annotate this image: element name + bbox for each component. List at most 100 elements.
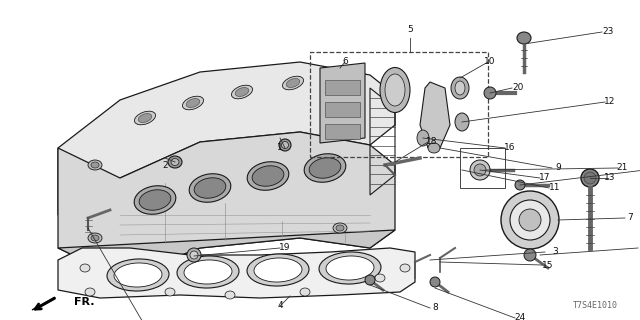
Text: 20: 20 [512,84,524,92]
Ellipse shape [524,249,536,261]
Text: 17: 17 [540,173,551,182]
Ellipse shape [80,264,90,272]
Ellipse shape [138,114,152,123]
Ellipse shape [385,74,405,106]
Ellipse shape [470,160,490,180]
Ellipse shape [182,96,204,110]
Ellipse shape [300,288,310,296]
Ellipse shape [333,223,347,233]
Text: FR.: FR. [74,297,95,307]
Text: 1: 1 [277,143,283,153]
Text: 15: 15 [542,260,554,269]
Ellipse shape [225,291,235,299]
Ellipse shape [114,263,162,287]
Ellipse shape [519,209,541,231]
Ellipse shape [484,87,496,99]
Ellipse shape [190,251,198,259]
Text: 16: 16 [504,143,516,153]
Polygon shape [320,63,365,143]
Bar [325,102,360,117]
Text: 6: 6 [342,58,348,67]
Ellipse shape [455,113,469,131]
Ellipse shape [581,169,599,187]
Text: 23: 23 [602,28,614,36]
Text: 5: 5 [407,26,413,35]
Ellipse shape [309,158,341,178]
Ellipse shape [91,162,99,168]
Ellipse shape [177,256,239,288]
Ellipse shape [336,132,344,138]
Ellipse shape [319,252,381,284]
Ellipse shape [336,225,344,231]
Text: 8: 8 [432,303,438,313]
Ellipse shape [282,76,303,90]
Ellipse shape [501,191,559,249]
Ellipse shape [365,275,375,285]
Ellipse shape [134,111,156,125]
Ellipse shape [134,186,176,214]
Ellipse shape [85,288,95,296]
Ellipse shape [286,78,300,87]
Ellipse shape [91,235,99,241]
Ellipse shape [480,165,490,175]
Text: 7: 7 [627,213,633,222]
Ellipse shape [375,274,385,282]
Ellipse shape [236,88,249,96]
Ellipse shape [184,260,232,284]
Ellipse shape [400,264,410,272]
Bar [460,148,505,188]
Ellipse shape [515,180,525,190]
Text: 10: 10 [484,58,496,67]
Ellipse shape [232,85,253,99]
Bar [310,52,488,157]
Polygon shape [58,132,395,278]
Ellipse shape [279,139,291,151]
Text: 9: 9 [555,164,561,172]
Ellipse shape [584,172,596,184]
Ellipse shape [88,160,102,170]
Ellipse shape [247,254,309,286]
Ellipse shape [189,174,231,202]
Text: 24: 24 [515,314,525,320]
Ellipse shape [417,130,429,146]
Ellipse shape [88,233,102,243]
Polygon shape [58,248,415,298]
Text: 2: 2 [162,161,168,170]
Ellipse shape [517,32,531,44]
Text: 13: 13 [604,173,616,182]
Text: 18: 18 [426,138,438,147]
Ellipse shape [430,277,440,287]
Text: 3: 3 [552,247,558,257]
Ellipse shape [254,258,302,282]
Ellipse shape [304,154,346,182]
Ellipse shape [474,164,486,176]
Polygon shape [32,297,55,310]
Ellipse shape [186,99,200,108]
Ellipse shape [107,259,169,291]
Ellipse shape [252,166,284,186]
Text: 21: 21 [616,164,628,172]
Polygon shape [58,62,395,215]
Ellipse shape [194,178,226,198]
Ellipse shape [139,190,171,210]
Polygon shape [58,230,395,278]
Ellipse shape [428,143,440,153]
Bar [325,80,360,95]
Text: 12: 12 [604,98,616,107]
Ellipse shape [187,248,201,262]
Ellipse shape [326,256,374,280]
Text: 19: 19 [279,244,291,252]
Bar [325,124,360,139]
Text: T7S4E1010: T7S4E1010 [573,301,618,310]
Polygon shape [420,82,450,148]
Ellipse shape [510,200,550,240]
Ellipse shape [333,130,347,140]
Ellipse shape [380,68,410,113]
Ellipse shape [282,141,289,148]
Text: 4: 4 [277,301,283,310]
Ellipse shape [165,288,175,296]
Ellipse shape [168,156,182,168]
Ellipse shape [455,81,465,95]
Ellipse shape [171,158,179,165]
Text: 11: 11 [549,183,561,193]
